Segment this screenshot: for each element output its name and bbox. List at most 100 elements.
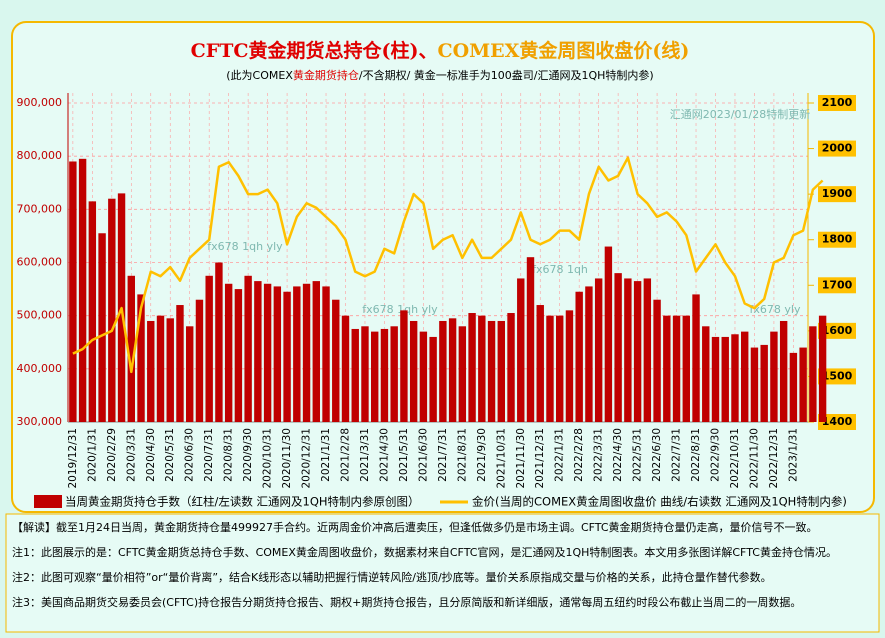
bar (273, 286, 282, 422)
bar (312, 281, 320, 422)
y2-tick-box (818, 231, 856, 248)
x-tick-label: 2020/5/31 (164, 428, 176, 482)
x-tick-label: 2022/5/31 (632, 428, 644, 482)
x-tick-label: 2021/2/28 (340, 428, 352, 482)
watermark: fx678 1qh (532, 263, 588, 276)
bar (672, 315, 681, 422)
x-tick-label: 2022/1/31 (554, 428, 566, 482)
bar (789, 352, 798, 422)
note: 注3：美国商品期货交易委员会(CFTC)持仓报告分期货持仓报告、期权+期货持仓报… (12, 595, 801, 609)
bar (546, 315, 554, 422)
bar (166, 318, 174, 422)
x-tick-label: 2022/7/31 (671, 428, 683, 482)
bar (439, 320, 447, 422)
x-tick-label: 2020/12/31 (301, 428, 313, 489)
bar (731, 334, 739, 422)
bar (818, 315, 827, 422)
bar (779, 320, 788, 422)
bar (575, 291, 583, 422)
bar (741, 331, 749, 422)
bar (400, 310, 408, 422)
bar (98, 233, 106, 422)
bar (371, 331, 379, 422)
bar (624, 278, 632, 422)
bar (556, 315, 564, 422)
bar (497, 320, 505, 422)
notes-frame (5, 513, 880, 633)
y2-tick-box (818, 277, 856, 294)
bar (195, 299, 204, 422)
bar (770, 331, 778, 422)
bar (448, 318, 457, 422)
x-tick-label: 2022/2/28 (573, 428, 585, 482)
bar (176, 305, 184, 422)
bar (478, 315, 486, 422)
x-tick-label: 2021/3/31 (359, 428, 371, 482)
note: 注1：此图展示的是：CFTC黄金期货总持仓手数、COMEX黄金周图收盘价，数据素… (12, 545, 837, 559)
bar (692, 294, 700, 422)
x-tick-label: 2020/6/30 (184, 428, 196, 482)
bar (224, 283, 233, 422)
y2-tick-box (818, 368, 856, 385)
x-tick-label: 2021/4/30 (378, 428, 390, 482)
bar (88, 201, 97, 422)
bar (653, 299, 661, 422)
y2-tick-box (818, 322, 856, 339)
y-tick-label: 700,000 (17, 202, 63, 215)
bar (254, 281, 262, 422)
legend-swatch (34, 495, 62, 508)
title-part: COMEX黄金周图收盘价(线) (437, 39, 689, 62)
bar (390, 326, 398, 422)
bar (633, 281, 642, 422)
y2-tick-box (818, 414, 856, 430)
bar (147, 320, 155, 422)
bar (293, 286, 301, 422)
x-tick-label: 2023/1/31 (787, 428, 799, 482)
subtitle-part: 黄金期货持仓 (293, 68, 359, 82)
x-tick-label: 2021/12/31 (534, 428, 546, 489)
y2-tick-label: 1900 (822, 187, 853, 200)
x-tick-label: 2020/1/31 (86, 428, 98, 482)
y2-tick-box (818, 140, 856, 157)
bar (565, 310, 574, 422)
y2-tick-label: 2000 (822, 142, 853, 155)
bar (156, 315, 165, 422)
bar (263, 283, 272, 422)
y2-tick-label: 2100 (822, 96, 853, 109)
bar (643, 278, 652, 422)
bar (380, 328, 389, 422)
bar (487, 320, 496, 422)
bar (234, 289, 243, 422)
x-tick-label: 2020/11/30 (281, 428, 293, 489)
y-tick-label: 800,000 (17, 149, 63, 162)
bar (614, 273, 622, 422)
bar (186, 326, 194, 422)
bar (283, 291, 291, 422)
bar (302, 283, 311, 422)
x-tick-label: 2022/6/30 (651, 428, 663, 482)
x-tick-label: 2021/10/31 (495, 428, 507, 489)
bar (127, 275, 135, 422)
bar (604, 246, 613, 422)
bar (663, 315, 671, 422)
bar (517, 278, 525, 422)
bar (682, 315, 690, 422)
x-tick-label: 2021/7/31 (437, 428, 449, 482)
subtitle-part: (此为COMEX (226, 69, 293, 82)
subtitle-part: /不含期权/ 黄金一标准手为100盎司/汇通网及1QH特制内参) (359, 68, 654, 82)
x-tick-label: 2022/3/31 (593, 428, 605, 482)
watermark: fx678 1qh yly (362, 303, 438, 316)
x-tick-label: 2021/5/31 (398, 428, 410, 482)
bar (809, 326, 817, 422)
bar (215, 262, 223, 422)
watermark: fx678 yly (750, 303, 801, 316)
note: 注2：此图可观察“量价相符”or“量价背离”，结合K线形态以辅助把握行情逆转风险… (12, 570, 772, 584)
bar (594, 278, 603, 422)
x-tick-label: 2021/8/31 (456, 428, 468, 482)
x-tick-label: 2022/9/30 (710, 428, 722, 482)
bar (750, 347, 759, 422)
bar (721, 336, 729, 422)
bar (526, 257, 535, 422)
bar (760, 344, 768, 422)
